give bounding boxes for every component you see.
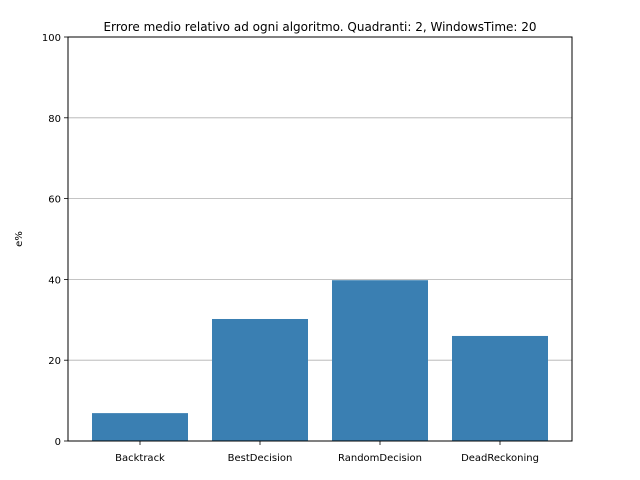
y-tick-label: 20 bbox=[48, 356, 61, 367]
bar bbox=[92, 413, 188, 441]
y-tick-label: 40 bbox=[48, 275, 61, 286]
bar bbox=[332, 280, 428, 441]
y-tick-label: 100 bbox=[42, 33, 61, 44]
x-tick-label: RandomDecision bbox=[338, 453, 422, 464]
y-axis: 0 20 40 60 80 100 bbox=[42, 33, 68, 448]
chart-title: Errore medio relativo ad ogni algoritmo.… bbox=[103, 20, 536, 34]
bar bbox=[452, 335, 548, 441]
bars bbox=[92, 280, 548, 441]
x-tick-label: BestDecision bbox=[228, 453, 293, 464]
gridlines bbox=[68, 117, 572, 361]
x-axis: Backtrack BestDecision RandomDecision DeadR… bbox=[115, 441, 539, 464]
plot-frame bbox=[67, 36, 573, 442]
y-tick-label: 80 bbox=[48, 114, 61, 125]
y-tick-label: 0 bbox=[55, 437, 61, 448]
x-tick-label: Backtrack bbox=[115, 453, 165, 464]
y-tick-label: 60 bbox=[48, 195, 61, 206]
y-axis-label: e% bbox=[14, 231, 25, 247]
bar bbox=[212, 318, 308, 441]
x-tick-label: DeadReckoning bbox=[461, 453, 539, 464]
